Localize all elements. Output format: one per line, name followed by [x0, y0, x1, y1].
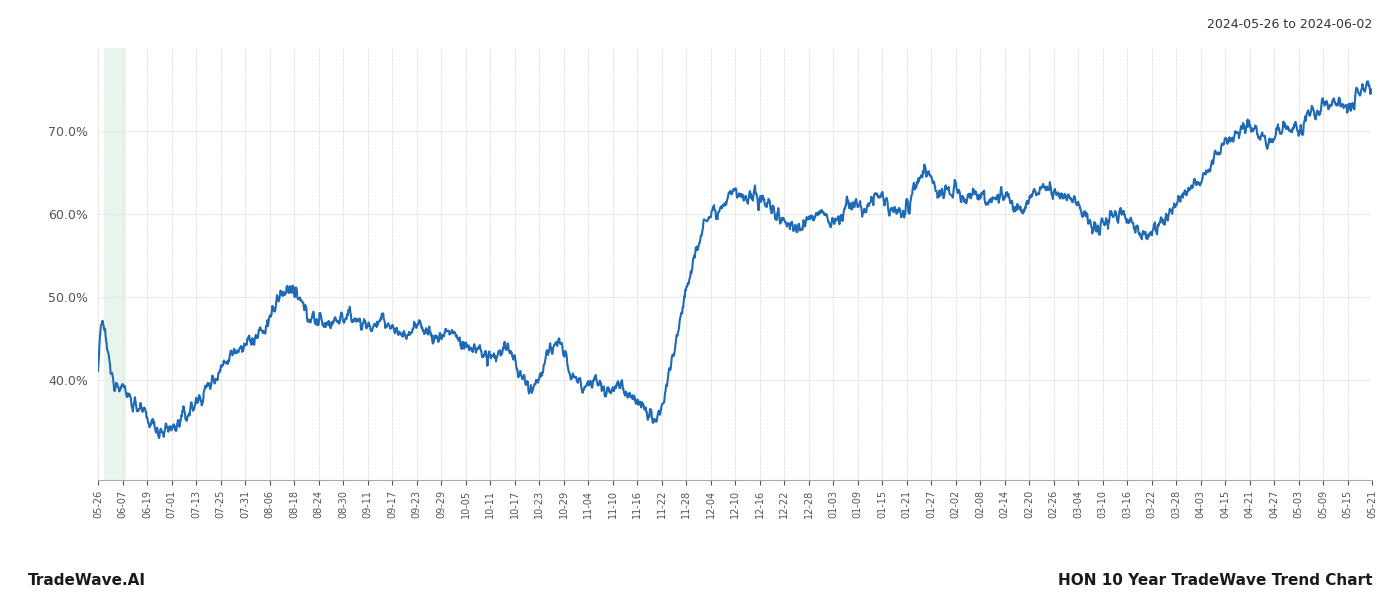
Text: TradeWave.AI: TradeWave.AI — [28, 573, 146, 588]
Text: HON 10 Year TradeWave Trend Chart: HON 10 Year TradeWave Trend Chart — [1057, 573, 1372, 588]
Text: 2024-05-26 to 2024-06-02: 2024-05-26 to 2024-06-02 — [1207, 18, 1372, 31]
Bar — [104, 48, 126, 480]
